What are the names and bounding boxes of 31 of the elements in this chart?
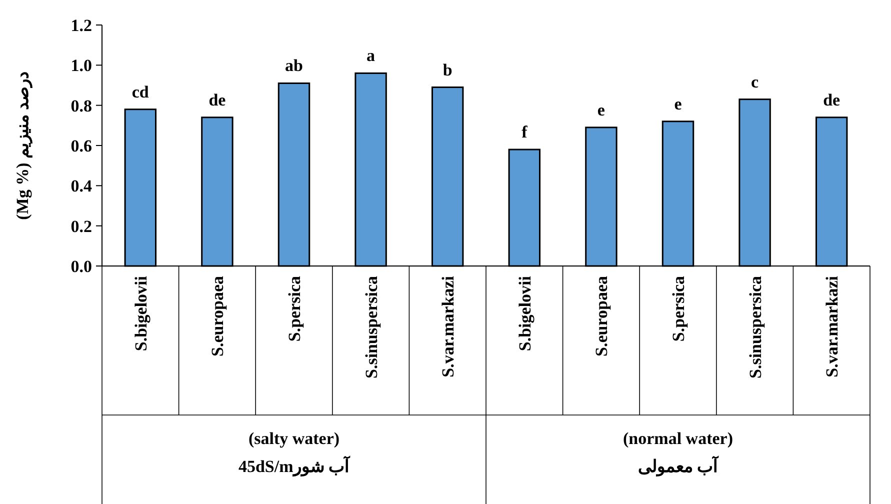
y-tick-label: 0.6 xyxy=(70,136,92,156)
data-label: f xyxy=(522,122,528,142)
data-label: b xyxy=(442,60,452,80)
y-tick-label: 0.0 xyxy=(70,256,92,276)
x-tick-label: S.var.markazi xyxy=(822,276,842,378)
text: (normal water) xyxy=(623,429,733,448)
data-label: a xyxy=(366,46,376,66)
data-label: ab xyxy=(285,56,303,76)
y-tick-label: 0.8 xyxy=(70,96,92,116)
data-label: cd xyxy=(132,82,150,102)
x-tick-label: S.sinuspersica xyxy=(362,276,381,378)
x-tick-label: S.bigelovii xyxy=(131,276,150,352)
x-tick-label: S.europaea xyxy=(208,276,228,356)
text: (salty water) xyxy=(248,429,340,448)
x-tick-label: S.bigelovii xyxy=(515,276,534,352)
x-tick-label: S.persica xyxy=(285,276,304,342)
data-label: de xyxy=(208,90,226,110)
y-tick-label: 1.0 xyxy=(70,56,92,76)
x-tick-label: S.persica xyxy=(669,276,688,342)
data-label: e xyxy=(674,94,682,114)
text: آب شور45dS/m xyxy=(238,455,351,477)
y-tick-label: 0.2 xyxy=(70,216,92,236)
x-tick-label: S.sinuspersica xyxy=(746,276,765,378)
data-label: e xyxy=(597,100,606,120)
x-tick-label: S.europaea xyxy=(592,276,612,356)
data-label: c xyxy=(751,72,760,92)
y-tick-label: 0.4 xyxy=(70,176,92,196)
x-tick-label: S.var.markazi xyxy=(438,276,458,378)
y-tick-label: 1.2 xyxy=(70,16,92,35)
text: آب معمولی xyxy=(638,455,720,477)
data-label: de xyxy=(823,90,841,110)
